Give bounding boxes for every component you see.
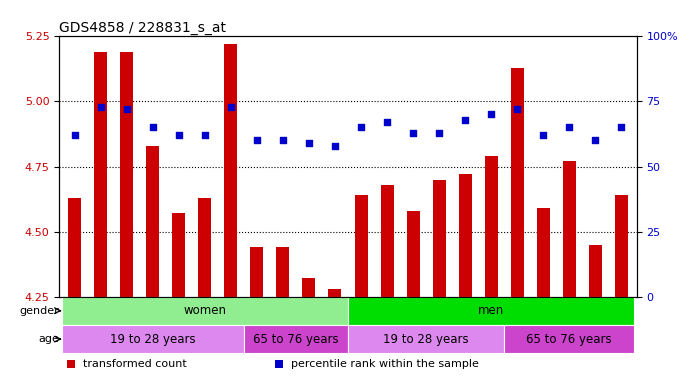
Text: GDS4858 / 228831_s_at: GDS4858 / 228831_s_at <box>59 22 226 35</box>
Bar <box>146 146 159 296</box>
Point <box>173 132 184 138</box>
Bar <box>511 68 523 296</box>
Bar <box>348 296 634 325</box>
Bar <box>354 195 367 296</box>
Bar <box>433 179 445 296</box>
Point <box>381 119 393 125</box>
Bar <box>62 325 244 353</box>
Bar <box>173 214 185 296</box>
Text: transformed count: transformed count <box>84 359 187 369</box>
Point <box>564 124 575 131</box>
Point <box>69 132 80 138</box>
Bar <box>68 198 81 296</box>
Bar <box>537 208 550 296</box>
Point <box>278 137 289 144</box>
Point <box>226 104 237 110</box>
Bar <box>94 52 107 296</box>
Text: 19 to 28 years: 19 to 28 years <box>383 333 469 346</box>
Point <box>407 130 418 136</box>
Point <box>537 132 548 138</box>
Point <box>486 111 497 118</box>
Text: men: men <box>478 304 504 317</box>
Bar <box>406 211 420 296</box>
Point <box>590 137 601 144</box>
Point <box>329 142 340 149</box>
Point <box>434 130 445 136</box>
Bar <box>251 247 263 296</box>
Point <box>303 140 315 146</box>
Bar <box>562 161 576 296</box>
Bar <box>589 245 602 296</box>
Bar <box>381 185 393 296</box>
Bar <box>348 325 504 353</box>
Text: gender: gender <box>19 306 59 316</box>
Point <box>199 132 210 138</box>
Bar <box>504 325 634 353</box>
Point <box>512 106 523 113</box>
Bar <box>329 289 342 296</box>
Bar <box>244 325 348 353</box>
Bar <box>303 278 315 296</box>
Point <box>616 124 627 131</box>
Text: 65 to 76 years: 65 to 76 years <box>526 333 612 346</box>
Bar <box>120 52 134 296</box>
Point <box>356 124 367 131</box>
Point <box>251 137 262 144</box>
Bar <box>198 198 212 296</box>
Point <box>148 124 159 131</box>
Text: women: women <box>183 304 226 317</box>
Point <box>459 117 470 123</box>
Bar <box>484 156 498 296</box>
Text: percentile rank within the sample: percentile rank within the sample <box>292 359 480 369</box>
Point <box>121 106 132 113</box>
Bar <box>615 195 628 296</box>
Bar <box>62 296 348 325</box>
Point <box>95 104 106 110</box>
Bar <box>459 174 472 296</box>
Text: age: age <box>38 334 59 344</box>
Bar <box>276 247 290 296</box>
Text: 65 to 76 years: 65 to 76 years <box>253 333 339 346</box>
Text: 19 to 28 years: 19 to 28 years <box>110 333 196 346</box>
Bar <box>224 44 237 296</box>
